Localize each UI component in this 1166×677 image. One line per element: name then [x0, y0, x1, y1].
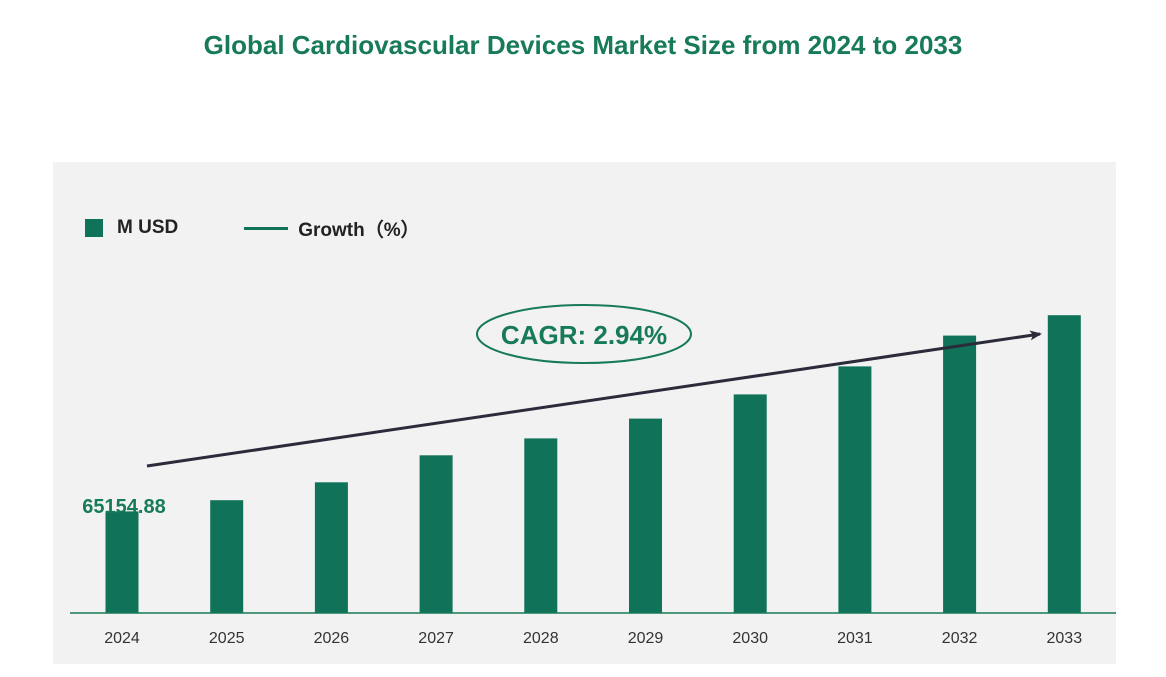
bar-2029: [629, 418, 662, 613]
cagr-trend-arrow: [146, 330, 1042, 468]
cagr-ellipse: [476, 304, 692, 364]
data-label-2024: 65154.88: [82, 496, 165, 518]
legend: M USD Growth（%）: [85, 214, 420, 242]
bar-2028: [524, 438, 558, 613]
legend-line-label: Growth（%）: [298, 219, 420, 241]
x-tick-labels: 2024 2025 2026 2027 2028 2029 2030 2031 2032 2033: [104, 630, 1082, 647]
x-tick-label-2032: 2032: [942, 630, 978, 647]
legend-line-swatch: [244, 226, 289, 230]
x-tick-label-2027: 2027: [418, 630, 454, 647]
x-tick-label-2025: 2025: [209, 630, 245, 647]
x-tick-label-2031: 2031: [837, 630, 873, 647]
bar-2033: [1047, 315, 1081, 613]
x-tick-label-2024: 2024: [104, 630, 140, 647]
bar-2031: [838, 366, 872, 613]
x-tick-label-2028: 2028: [523, 630, 559, 647]
x-tick-label-2030: 2030: [732, 630, 768, 647]
bar-2024: [105, 511, 139, 613]
x-tick-label-2033: 2033: [1047, 630, 1083, 647]
x-tick-label-2026: 2026: [314, 630, 350, 647]
legend-bar-label: M USD: [117, 217, 179, 238]
cagr-label: CAGR: 2.94%: [501, 320, 667, 350]
bar-2026: [314, 482, 348, 613]
bar-2027: [419, 455, 453, 613]
bars-group: [105, 315, 1081, 613]
bar-2032: [943, 335, 977, 613]
bar-2030: [733, 394, 767, 613]
bar-2025: [210, 500, 244, 613]
chart-title: Global Cardiovascular Devices Market Siz…: [203, 30, 963, 60]
legend-bar-swatch: [85, 219, 103, 237]
x-tick-label-2029: 2029: [628, 630, 664, 647]
